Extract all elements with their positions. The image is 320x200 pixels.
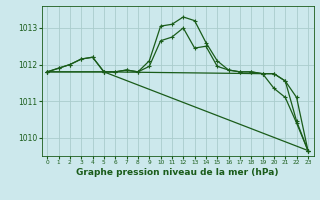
X-axis label: Graphe pression niveau de la mer (hPa): Graphe pression niveau de la mer (hPa) (76, 168, 279, 177)
